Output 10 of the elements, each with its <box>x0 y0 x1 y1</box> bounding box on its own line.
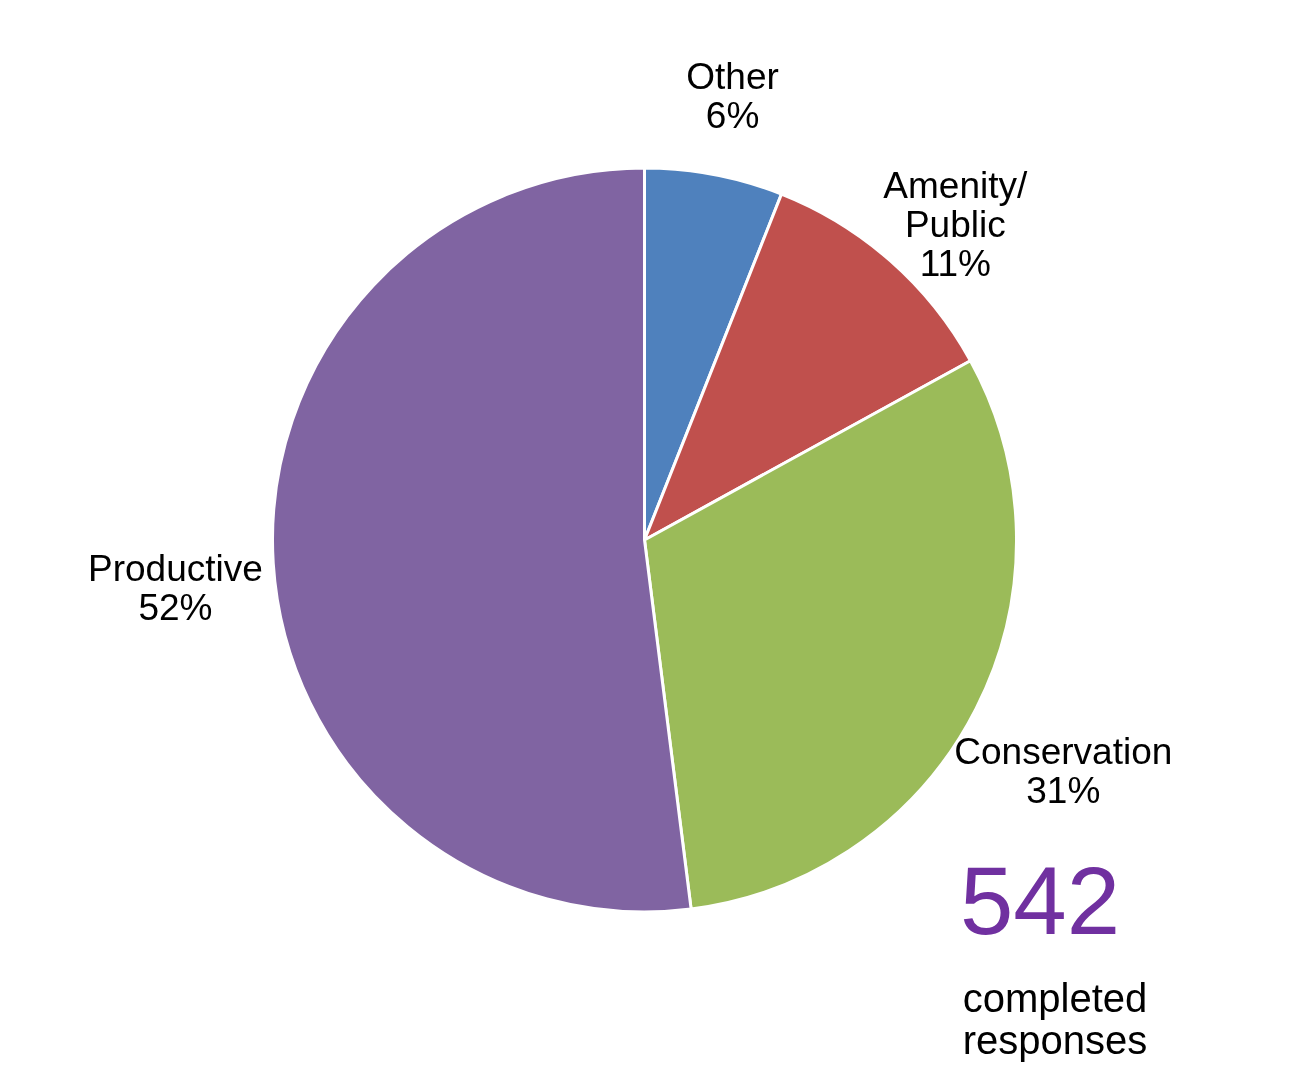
text: completed responses <box>962 976 1148 1062</box>
data-label: 11% <box>919 243 991 285</box>
slice-label: Productive <box>88 547 263 589</box>
text: 542 <box>959 847 1121 954</box>
data-label: 6% <box>705 95 760 137</box>
slice-label: Amenity/ Public <box>883 165 1028 246</box>
data-label: 31% <box>1026 770 1101 812</box>
data-label: 52% <box>138 586 213 628</box>
slice-label: Conservation <box>954 731 1173 773</box>
slice-label: Other <box>686 56 779 98</box>
